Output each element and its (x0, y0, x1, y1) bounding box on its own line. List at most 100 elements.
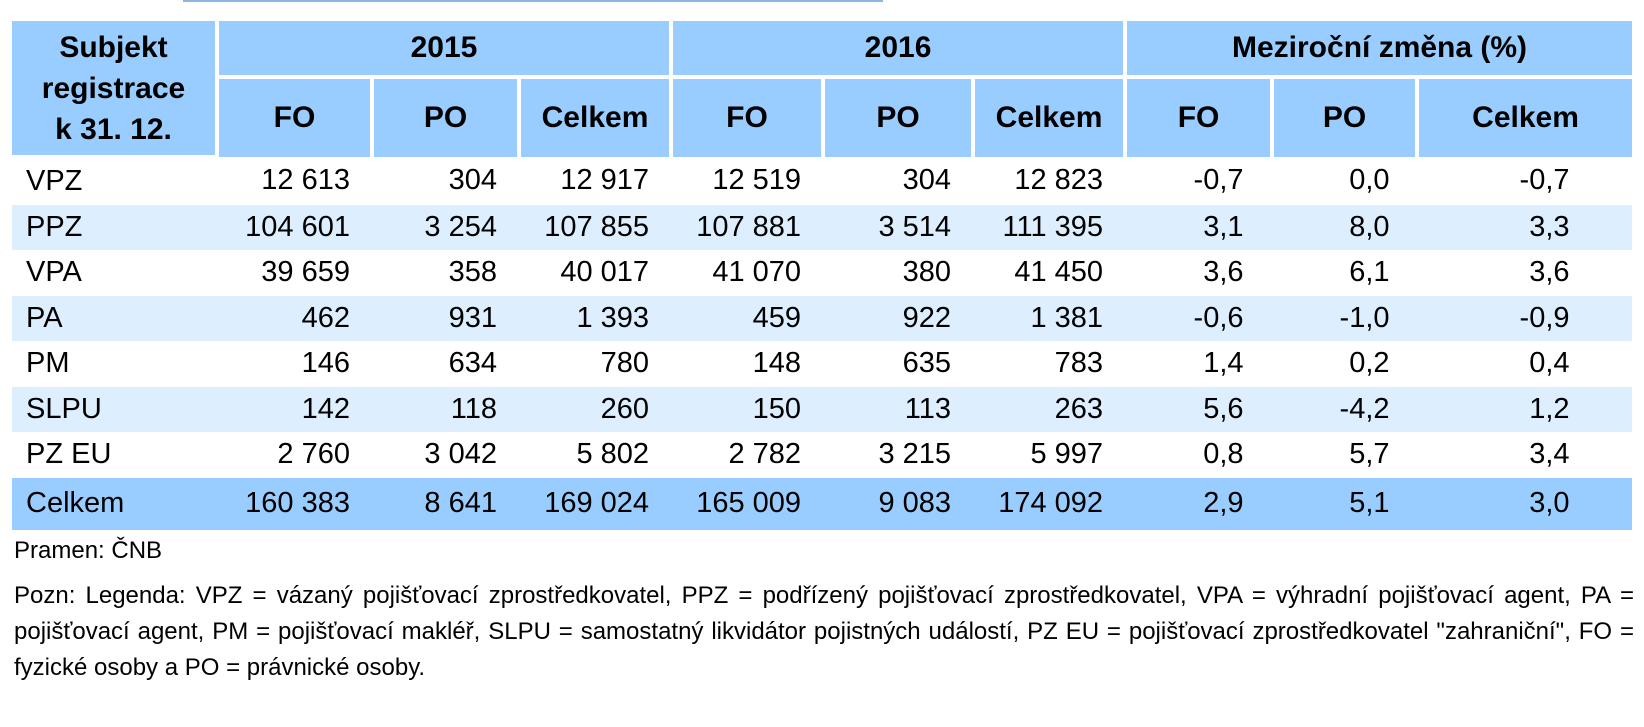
table-cell: 0,8 (1125, 432, 1272, 478)
row-label: SLPU (12, 386, 217, 432)
col-header: FO (1123, 77, 1273, 157)
col-header: FO (215, 77, 372, 157)
table-cell: 150 (671, 386, 824, 432)
row-label: VPA (26, 256, 82, 289)
col-header: PO (1270, 77, 1418, 157)
change-value: -1,0 (1339, 301, 1390, 334)
table-cell: 3,3 (1417, 204, 1633, 250)
group-header-2016: 2016 (669, 21, 1126, 79)
table-cell: 783 (1054, 347, 1104, 380)
change-value: -0,7 (1519, 164, 1570, 197)
change-value: -0,9 (1519, 301, 1570, 334)
table-cell: 0,2 (1272, 341, 1417, 387)
table-cell: 169 024 (519, 477, 672, 530)
change-value: 8,0 (1349, 210, 1390, 243)
table-cell: 635 (902, 347, 952, 380)
table-cell: 12 519 (712, 164, 802, 197)
change-value: 3,6 (1203, 256, 1244, 289)
col-header: Celkem (516, 77, 672, 157)
subject-header-line: k 31. 12. (55, 112, 172, 146)
table-cell: 41 070 (712, 256, 802, 289)
subject-header-line: Subjekt (59, 30, 168, 64)
table-cell: 931 (372, 295, 519, 341)
col-header: Celkem (971, 77, 1126, 157)
table-row: PM 146 634 780 148 635 783 1,4 0,2 0,4 (12, 341, 1632, 387)
row-label: PZ EU (26, 438, 112, 471)
table-cell: 12 823 (1014, 164, 1104, 197)
table-cell: 3,4 (1417, 432, 1632, 478)
table-cell: 118 (372, 386, 519, 432)
table-cell: 111 395 (973, 204, 1126, 250)
table-cell: 780 (600, 347, 650, 380)
table-cell: 2 782 (728, 438, 802, 471)
table-row: PA 462 931 1 393 459 922 1 381 -0,6 -1,0 -0,9 (12, 295, 1633, 341)
subject-header: Subjekt registrace k 31. 12. (12, 21, 217, 159)
table-body: VPZ 12 613 304 12 917 12 519 304 12 823 -0,7 0,0… (12, 157, 1633, 530)
col-header: PO (821, 77, 974, 157)
change-value: 0,2 (1349, 347, 1390, 380)
table-cell: 165 009 (671, 477, 824, 530)
change-value: -0,7 (1193, 164, 1244, 197)
table-cell: 3 215 (878, 438, 952, 471)
change-value: -0,6 (1193, 301, 1244, 334)
change-value: -4,2 (1339, 392, 1390, 425)
col-header: Celkem (1415, 77, 1633, 157)
registration-table: Subjekt registrace k 31. 12. 2015 2016 M… (12, 21, 1633, 530)
table-cell: 260 (519, 386, 672, 432)
row-label: PPZ (12, 204, 217, 250)
header-row-groups: Subjekt registrace k 31. 12. 2015 2016 M… (12, 21, 1633, 159)
table-cell: 1 381 (973, 295, 1126, 341)
table-cell: 9 083 (823, 477, 974, 530)
table-cell: 6,1 (1272, 250, 1417, 296)
table-cell: 263 (973, 386, 1126, 432)
change-value: 0,8 (1203, 438, 1244, 471)
table-cell: 39 659 (261, 256, 350, 289)
table-cell: 2 760 (277, 438, 350, 471)
table-cell: 1,4 (1125, 341, 1272, 387)
change-value: 3,6 (1529, 256, 1570, 289)
change-value: 5,6 (1203, 392, 1244, 425)
table-cell: 5 802 (576, 438, 650, 471)
table-cell: 5,6 (1125, 386, 1273, 432)
table-cell: 3 042 (424, 438, 497, 471)
table-cell: 0,0 (1272, 157, 1417, 205)
table-cell: 142 (217, 386, 372, 432)
table-cell: -1,0 (1272, 295, 1418, 341)
table-cell: 3,6 (1125, 250, 1272, 296)
table-cell: 3,0 (1417, 477, 1633, 530)
table-row: VPZ 12 613 304 12 917 12 519 304 12 823 -0,7 0,0… (12, 157, 1632, 205)
table-cell: 459 (671, 295, 824, 341)
legend-note: Pozn: Legenda: VPZ = vázaný pojišťovací … (14, 582, 1634, 681)
change-value: 3,1 (1203, 210, 1244, 243)
row-label: VPZ (26, 165, 83, 198)
change-value: 3,0 (1529, 487, 1570, 519)
table-row: VPA 39 659 358 40 017 41 070 380 41 450 3,6 6,1 3… (12, 250, 1632, 296)
table-cell: 922 (823, 295, 974, 341)
table-cell: 3,1 (1125, 204, 1273, 250)
header-row-columns: FO PO Celkem FO PO Celkem FO PO Celkem (12, 77, 1633, 157)
table-cell: 1 393 (519, 295, 672, 341)
col-header: FO (669, 77, 824, 157)
table-cell: 104 601 (217, 204, 372, 250)
table-cell: 174 092 (973, 477, 1126, 530)
table-row: SLPU 142 118 260 150 113 263 5,6 -4,2 1,2 (12, 386, 1633, 432)
table-cell: 146 (301, 347, 350, 380)
table-cell: 5,1 (1272, 477, 1418, 530)
table-cell: -0,6 (1125, 295, 1273, 341)
table-cell: 3 254 (372, 204, 519, 250)
change-value: 1,4 (1203, 347, 1244, 380)
table-cell: 107 881 (671, 204, 824, 250)
row-label: PM (26, 347, 70, 380)
row-label: Celkem (12, 477, 217, 530)
change-value: 0,0 (1349, 164, 1390, 197)
change-value: 3,3 (1529, 210, 1570, 243)
change-value: 3,4 (1529, 438, 1570, 471)
table-cell: 3,6 (1417, 250, 1632, 296)
table-cell: 380 (902, 256, 952, 289)
table-cell: 148 (752, 347, 802, 380)
table-row: PPZ 104 601 3 254 107 855 107 881 3 514 111 39… (12, 204, 1633, 250)
table-cell: 2,9 (1125, 477, 1273, 530)
table-cell: 0,4 (1417, 341, 1632, 387)
table-row: Celkem 160 383 8 641 169 024 165 009 9 083 174… (12, 477, 1633, 530)
table-cell: 41 450 (1014, 256, 1104, 289)
